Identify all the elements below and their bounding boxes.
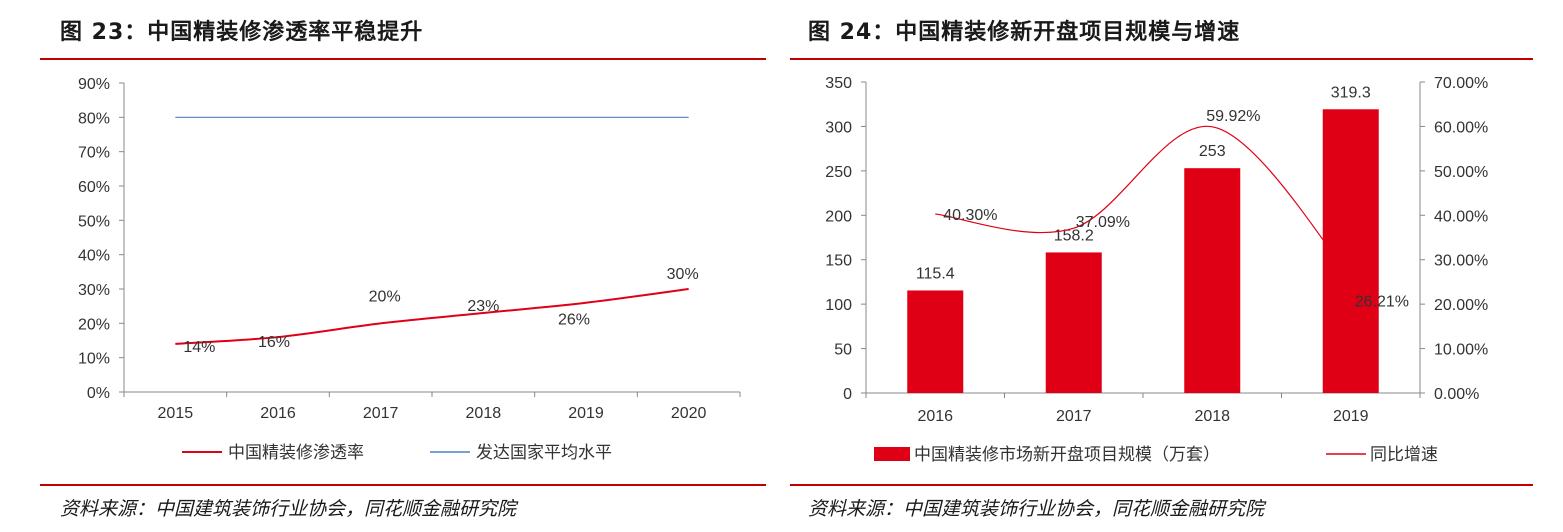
legend-label-project-scale: 中国精装修市场新开盘项目规模（万套） — [914, 445, 1220, 464]
bar-value-label: 253 — [1199, 143, 1226, 160]
series-line-penetration — [175, 288, 689, 345]
y-tick-label: 20% — [78, 316, 110, 333]
data-label: 16% — [258, 334, 290, 351]
bar-value-label: 115.4 — [916, 265, 955, 282]
x-tick-label: 2016 — [260, 405, 296, 422]
y-left-tick-label: 350 — [825, 75, 852, 92]
y-right-tick-label: 10.00% — [1434, 342, 1488, 359]
y-tick-label: 50% — [78, 213, 110, 230]
legend-label-developed-average: 发达国家平均水平 — [476, 443, 612, 462]
y-left-tick-label: 150 — [825, 253, 852, 270]
legend-swatch-project-scale — [874, 447, 910, 461]
y-tick-label: 70% — [78, 145, 110, 162]
x-tick-label: 2015 — [158, 405, 194, 422]
bar-value-label: 319.3 — [1331, 84, 1371, 101]
figure-title: 图 24：中国精装修新开盘项目规模与增速 — [808, 20, 1241, 45]
y-right-tick-label: 50.00% — [1434, 164, 1488, 181]
bar — [907, 290, 964, 393]
x-tick-label: 2017 — [1056, 408, 1092, 425]
y-tick-label: 30% — [78, 282, 110, 299]
figure-23: 图 23：中国精装修渗透率平稳提升 0% 10% 20% 30% 40% 50% 60% 70… — [0, 0, 770, 532]
y-left-tick-label: 100 — [825, 297, 852, 314]
figure-title: 图 23：中国精装修渗透率平稳提升 — [60, 20, 424, 45]
y-right-tick-label: 20.00% — [1434, 297, 1488, 314]
source-note: 资料来源：中国建筑装饰行业协会，同花顺金融研究院 — [808, 498, 1265, 520]
penetration-line-chart: 0% 10% 20% 30% 40% 50% 60% 70% 80% 90% 2015 2016 201… — [78, 76, 741, 462]
bar-value-label: 158.2 — [1054, 227, 1094, 244]
growth-rate-label: 37.09% — [1076, 214, 1130, 231]
x-tick-label: 2018 — [466, 405, 502, 422]
y-tick-label: 40% — [78, 248, 110, 265]
figure-24: 图 24：中国精装修新开盘项目规模与增速 0 50 100 150 200 250 300 3… — [790, 0, 1563, 532]
title-rule — [790, 58, 1533, 60]
project-scale-combo-chart: 0 50 100 150 200 250 300 350 0.00% 10.00% 20.00% 30… — [825, 75, 1488, 464]
y-left-tick-label: 300 — [825, 119, 852, 136]
source-rule — [790, 484, 1533, 486]
source-rule — [40, 484, 766, 486]
growth-rate-label: 26.21% — [1355, 294, 1409, 311]
y-tick-label: 90% — [78, 76, 110, 93]
growth-rate-label: 40.30% — [943, 207, 997, 224]
y-left-tick-label: 0 — [843, 386, 852, 403]
growth-rate-label: 59.92% — [1206, 108, 1260, 125]
y-right-tick-label: 0.00% — [1434, 386, 1479, 403]
title-rule — [40, 58, 766, 60]
data-label: 14% — [183, 339, 215, 356]
y-right-tick-label: 60.00% — [1434, 119, 1488, 136]
x-tick-label: 2019 — [568, 405, 604, 422]
y-tick-label: 10% — [78, 351, 110, 368]
y-tick-label: 80% — [78, 110, 110, 127]
y-right-tick-label: 30.00% — [1434, 253, 1488, 270]
data-label: 20% — [369, 288, 401, 305]
y-tick-label: 60% — [78, 179, 110, 196]
source-note: 资料来源：中国建筑装饰行业协会，同花顺金融研究院 — [60, 498, 517, 520]
y-left-tick-label: 50 — [834, 342, 852, 359]
data-label: 26% — [558, 312, 590, 329]
bar — [1322, 109, 1379, 393]
x-tick-label: 2018 — [1194, 408, 1230, 425]
y-right-tick-label: 40.00% — [1434, 208, 1488, 225]
growth-rate-line — [935, 125, 1352, 277]
x-tick-label: 2020 — [671, 405, 707, 422]
y-right-tick-label: 70.00% — [1434, 75, 1488, 92]
bar — [1045, 252, 1102, 393]
legend-label-penetration: 中国精装修渗透率 — [228, 443, 364, 462]
legend-label-growth-rate: 同比增速 — [1370, 445, 1438, 464]
y-left-tick-label: 200 — [825, 208, 852, 225]
x-tick-label: 2019 — [1333, 408, 1369, 425]
data-label: 23% — [467, 298, 499, 315]
y-left-tick-label: 250 — [825, 164, 852, 181]
x-tick-label: 2017 — [363, 405, 399, 422]
bar — [1184, 168, 1241, 393]
data-label: 30% — [667, 266, 699, 283]
y-tick-label: 0% — [87, 385, 110, 402]
x-tick-label: 2016 — [917, 408, 953, 425]
